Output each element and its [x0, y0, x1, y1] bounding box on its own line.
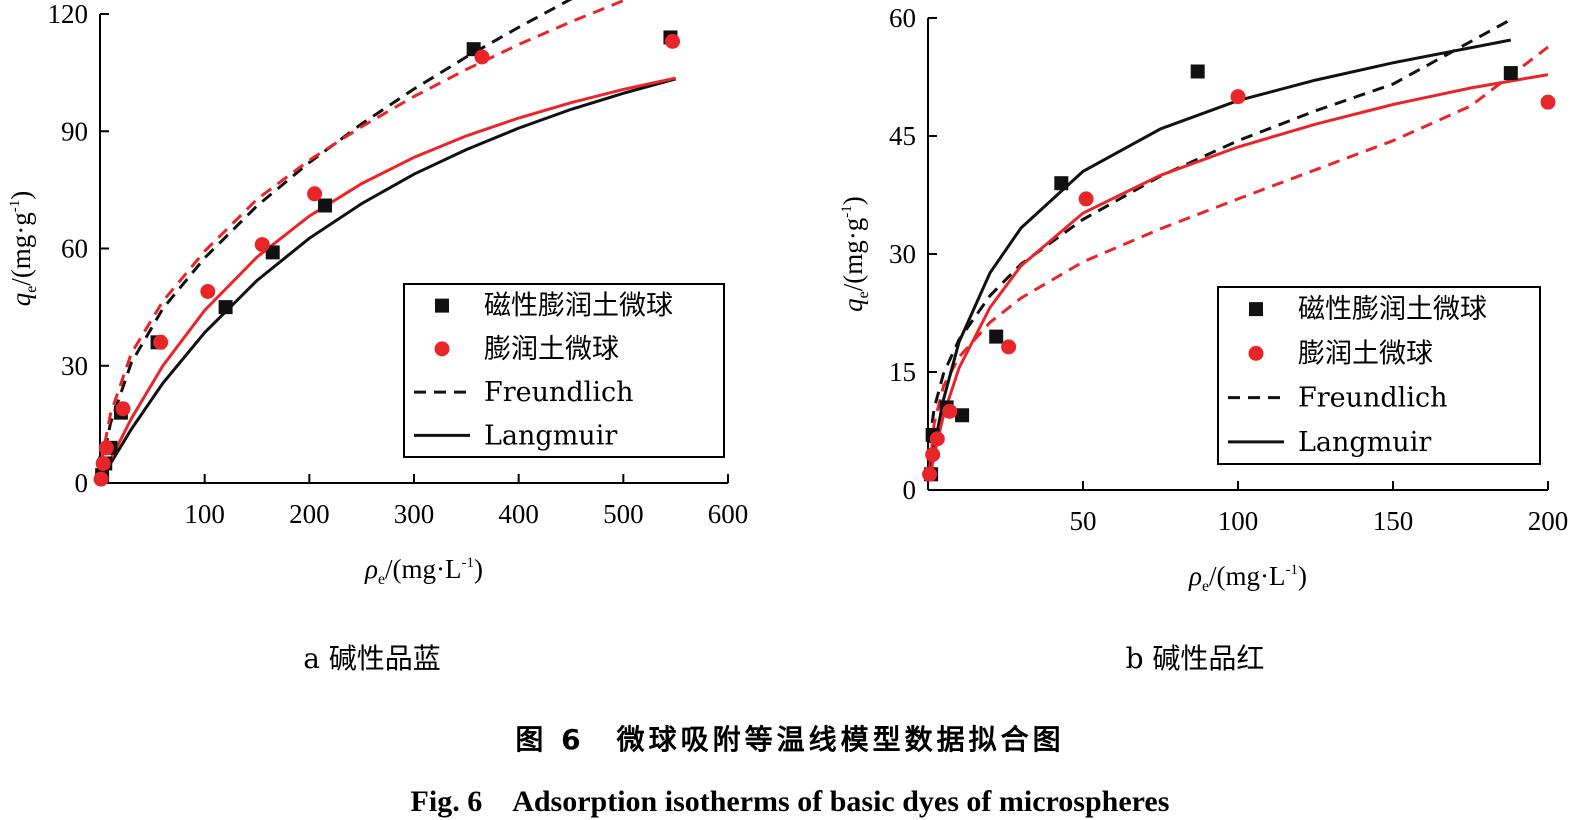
- figure-caption-cn: 图 6 微球吸附等温线模型数据拟合图: [515, 723, 1065, 756]
- x-axis-label-unit: /(mg·L: [1209, 561, 1285, 591]
- y-tick-label: 15: [889, 357, 916, 387]
- y-tick-label: 45: [889, 121, 916, 151]
- freundlich-curve: [928, 45, 1549, 471]
- y-tick-label: 60: [61, 234, 88, 264]
- data-point-square: [955, 408, 970, 423]
- y-axis-label-superscript: -1: [7, 200, 23, 213]
- langmuir-curve: [99, 77, 677, 482]
- y-axis-label: qe/(mg·g-1): [6, 191, 40, 307]
- chart-panel-a: 0 30 60 90 120 100 200 300 400 500 600 磁性膨润土微球膨润土微球…: [6, 0, 748, 675]
- x-axis-label-close: ): [1298, 561, 1307, 591]
- data-point-circle: [115, 401, 131, 417]
- x-tick-label: 300: [394, 499, 435, 529]
- data-point-circle: [1001, 339, 1017, 355]
- data-point-circle: [942, 403, 958, 419]
- legend-entry-label: Langmuir: [484, 420, 617, 451]
- y-tick-label: 60: [889, 3, 916, 33]
- y-axis-label-symbol: q: [6, 293, 36, 307]
- x-axis-label-superscript: -1: [462, 555, 475, 571]
- x-axis-label-subscript: e: [1202, 578, 1209, 595]
- data-point-circle: [95, 455, 111, 471]
- legend-symbol-square: [1249, 302, 1263, 317]
- legend-symbol-circle: [434, 341, 450, 357]
- x-tick-label: 400: [498, 499, 539, 529]
- x-tick-label: 200: [289, 499, 330, 529]
- data-point-circle: [254, 237, 270, 253]
- data-point-square: [318, 198, 333, 213]
- legend-entry-label: Langmuir: [1298, 427, 1431, 458]
- data-point-circle: [1230, 89, 1246, 105]
- y-tick-label: 30: [889, 239, 916, 269]
- legend-symbol-circle: [1248, 345, 1264, 361]
- data-point-circle: [307, 186, 323, 202]
- data-point-circle: [93, 471, 109, 487]
- legend-entry-label: 膨润土微球: [1298, 338, 1433, 369]
- y-axis-label-subscript: e: [23, 286, 40, 293]
- data-point-circle: [98, 440, 114, 456]
- y-tick-label: 0: [903, 475, 917, 505]
- y-axis-label-symbol: q: [838, 298, 868, 312]
- y-axis-label-close: ): [838, 196, 868, 205]
- x-axis-label-close: ): [474, 554, 483, 584]
- legend-entry-label: Freundlich: [484, 377, 633, 408]
- legend-box: [1217, 286, 1541, 465]
- legend-entry-label: Freundlich: [1298, 383, 1447, 414]
- x-axis-label-subscript: e: [378, 571, 385, 588]
- data-point-square: [1190, 64, 1205, 79]
- y-axis-label: qe/(mg·g-1): [838, 196, 872, 312]
- data-point-square: [218, 300, 233, 315]
- x-axis-label-symbol: ρ: [364, 554, 378, 584]
- y-axis-label-superscript: -1: [839, 205, 855, 218]
- freundlich-curve: [99, 0, 630, 464]
- x-tick-label: 100: [1218, 506, 1259, 536]
- data-point-circle: [474, 49, 490, 65]
- data-point-circle: [925, 447, 941, 463]
- y-tick-label: 90: [61, 116, 88, 146]
- freundlich-curve: [928, 18, 1512, 444]
- legend-entry-label: 膨润土微球: [484, 334, 619, 365]
- x-tick-label: 200: [1528, 506, 1569, 536]
- freundlich-curve: [99, 0, 573, 470]
- data-point-circle: [922, 466, 938, 482]
- data-point-circle: [153, 334, 169, 350]
- data-point-square: [1054, 176, 1069, 191]
- y-tick-label: 120: [48, 0, 89, 29]
- x-axis-label-unit: /(mg·L: [385, 554, 461, 584]
- data-point-circle: [200, 283, 216, 299]
- data-point-circle: [665, 33, 681, 49]
- y-tick-label: 0: [75, 468, 89, 498]
- x-tick-label: 100: [184, 499, 225, 529]
- x-tick-label: 500: [603, 499, 644, 529]
- y-axis-label-close: ): [6, 191, 36, 200]
- data-point-square: [1503, 66, 1518, 81]
- x-tick-label: 50: [1070, 506, 1097, 536]
- x-axis-label-symbol: ρ: [1188, 561, 1202, 591]
- langmuir-curve: [99, 76, 677, 482]
- legend-entry-label: 磁性膨润土微球: [1298, 294, 1487, 325]
- y-tick-label: 30: [61, 351, 88, 381]
- legend-symbol-square: [435, 298, 449, 313]
- y-axis-label-subscript: e: [855, 291, 872, 298]
- data-point-circle: [929, 431, 945, 447]
- x-tick-label: 600: [708, 499, 749, 529]
- legend-entry-label: 磁性膨润土微球: [484, 291, 673, 322]
- data-point-circle: [1078, 191, 1094, 207]
- y-axis-label-unit: /(mg·g: [6, 212, 36, 286]
- legend-box: [403, 283, 725, 458]
- data-point-square: [989, 329, 1004, 344]
- panel-caption: b 碱性品红: [1126, 642, 1265, 675]
- x-axis-label: ρe/(mg·L-1): [364, 554, 483, 588]
- x-tick-label: 150: [1373, 506, 1414, 536]
- x-axis-label-superscript: -1: [1286, 562, 1299, 578]
- x-axis-label: ρe/(mg·L-1): [1188, 561, 1307, 595]
- panel-caption: a 碱性品蓝: [303, 642, 441, 675]
- figure-caption-en: Fig. 6 Adsorption isotherms of basic dye…: [410, 785, 1170, 818]
- y-axis-label-unit: /(mg·g: [838, 218, 868, 292]
- data-point-circle: [1540, 94, 1556, 110]
- data-point-square: [265, 245, 280, 260]
